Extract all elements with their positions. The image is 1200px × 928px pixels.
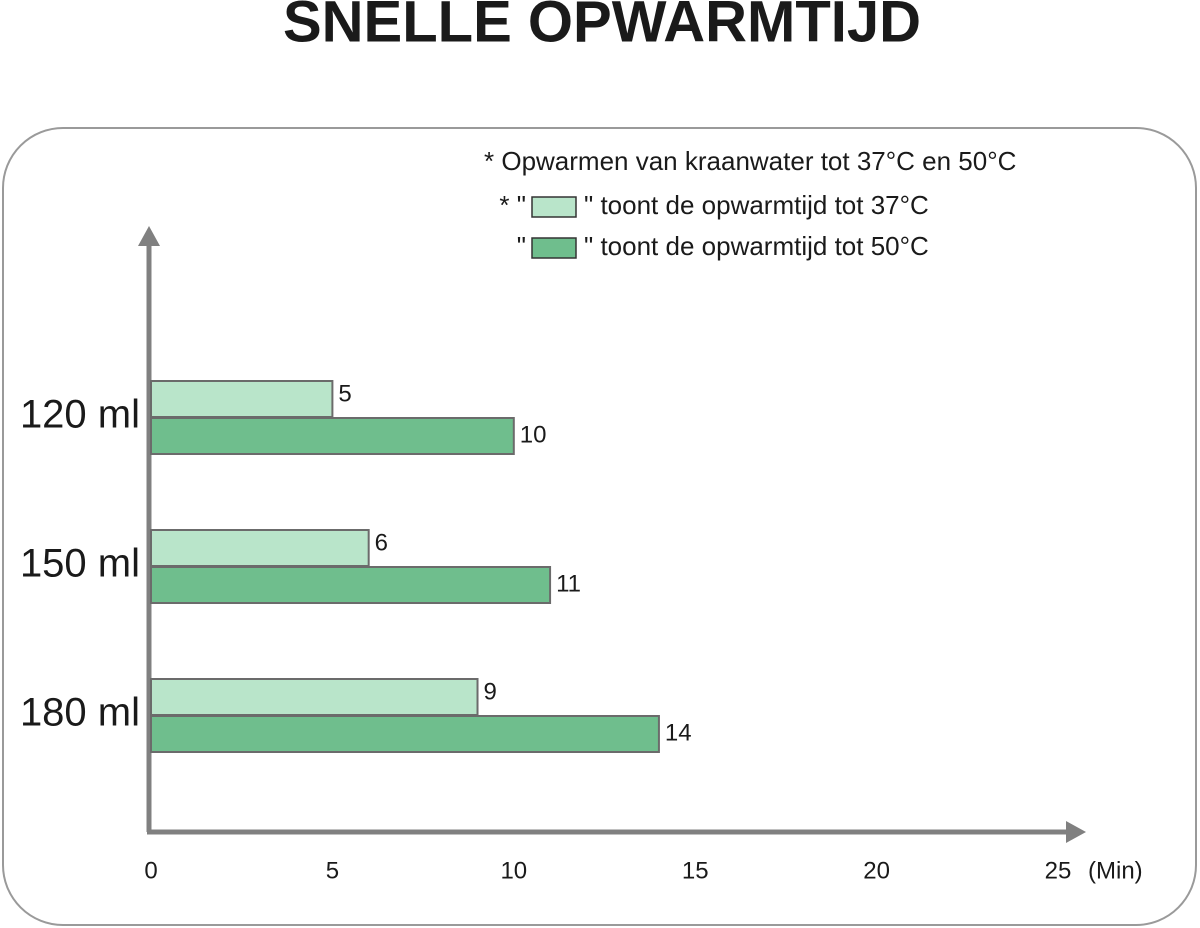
x-axis-arrow [1066,821,1086,843]
bar [150,566,552,604]
value-label: 10 [520,421,547,448]
legend-prefix: * " [499,190,526,220]
chart-title: SNELLE OPWARMTIJD [283,0,921,54]
value-label: 11 [556,570,581,597]
legend-swatch [531,196,577,218]
legend-label: " toont de opwarmtijd tot 37°C [584,190,929,220]
y-tick-label: 150 ml [20,542,140,586]
bar [150,529,370,567]
x-tick-label: 0 [144,857,157,884]
x-tick-label: 15 [682,857,709,884]
legend-prefix: " [517,231,526,261]
x-axis-label: (Min) [1088,857,1143,884]
y-axis-arrow [138,226,160,246]
x-tick-label: 5 [326,857,339,884]
value-label: 14 [665,719,692,746]
bar [150,380,334,418]
x-tick-label: 25 [1045,857,1072,884]
bar [150,417,515,455]
chart-frame [2,127,1197,926]
y-tick-label: 120 ml [20,393,140,437]
bar [150,715,660,753]
y-tick-label: 180 ml [20,691,140,735]
chart-note: * Opwarmen van kraanwater tot 37°C en 50… [484,146,1016,176]
bar [150,678,479,716]
x-tick-label: 20 [863,857,890,884]
value-label: 6 [375,529,388,556]
value-label: 9 [484,678,497,705]
value-label: 5 [338,380,351,407]
x-tick-label: 10 [500,857,527,884]
legend-label: " toont de opwarmtijd tot 50°C [584,231,929,261]
legend-swatch [531,237,577,259]
